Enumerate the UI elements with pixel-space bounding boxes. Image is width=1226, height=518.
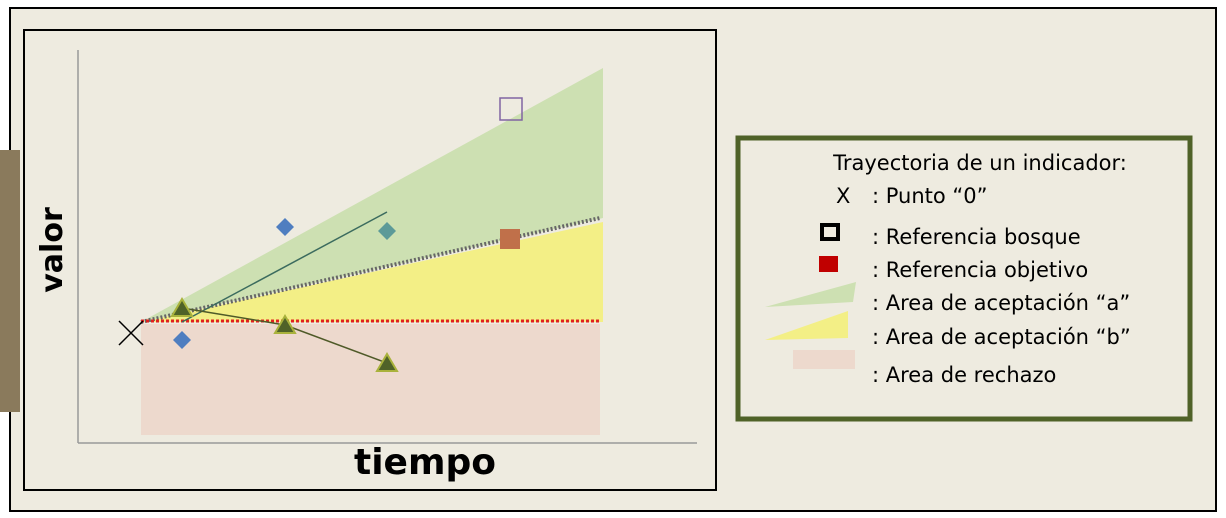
legend-symbol: X (836, 184, 850, 208)
diamond (173, 331, 191, 349)
legend-label: : Referencia bosque (872, 225, 1081, 249)
forest-reference (499, 97, 523, 121)
diamond (378, 222, 396, 240)
triangle (170, 297, 194, 317)
forest-trend (140, 216, 601, 324)
target-reference (500, 229, 520, 249)
legend-icon (820, 223, 840, 241)
legend-label: : Area de rechazo (872, 363, 1056, 387)
y-axis-label: valor (35, 207, 70, 293)
legend-title: Trayectoria de un indicador: (832, 151, 1127, 175)
legend-label: : Punto “0” (872, 184, 988, 208)
area-b (141, 222, 603, 322)
diamond (276, 218, 294, 236)
zero-point (118, 320, 144, 346)
triangle (273, 314, 297, 334)
legend-box (735, 135, 1193, 422)
legend-label: : Area de aceptación “b” (872, 325, 1131, 349)
legend-icon (793, 350, 855, 369)
legend-icon (765, 282, 856, 307)
photo-sliver (0, 150, 20, 412)
reject-area (141, 324, 600, 435)
area-a (141, 68, 603, 322)
legend-label: : Referencia objetivo (872, 258, 1088, 282)
legend-label: : Area de aceptación “a” (872, 291, 1130, 315)
triangle (375, 352, 399, 372)
legend-icon (765, 311, 848, 340)
legend-icon (819, 256, 838, 272)
trajectory-line (181, 211, 388, 323)
x-axis-label: tiempo (354, 442, 496, 483)
